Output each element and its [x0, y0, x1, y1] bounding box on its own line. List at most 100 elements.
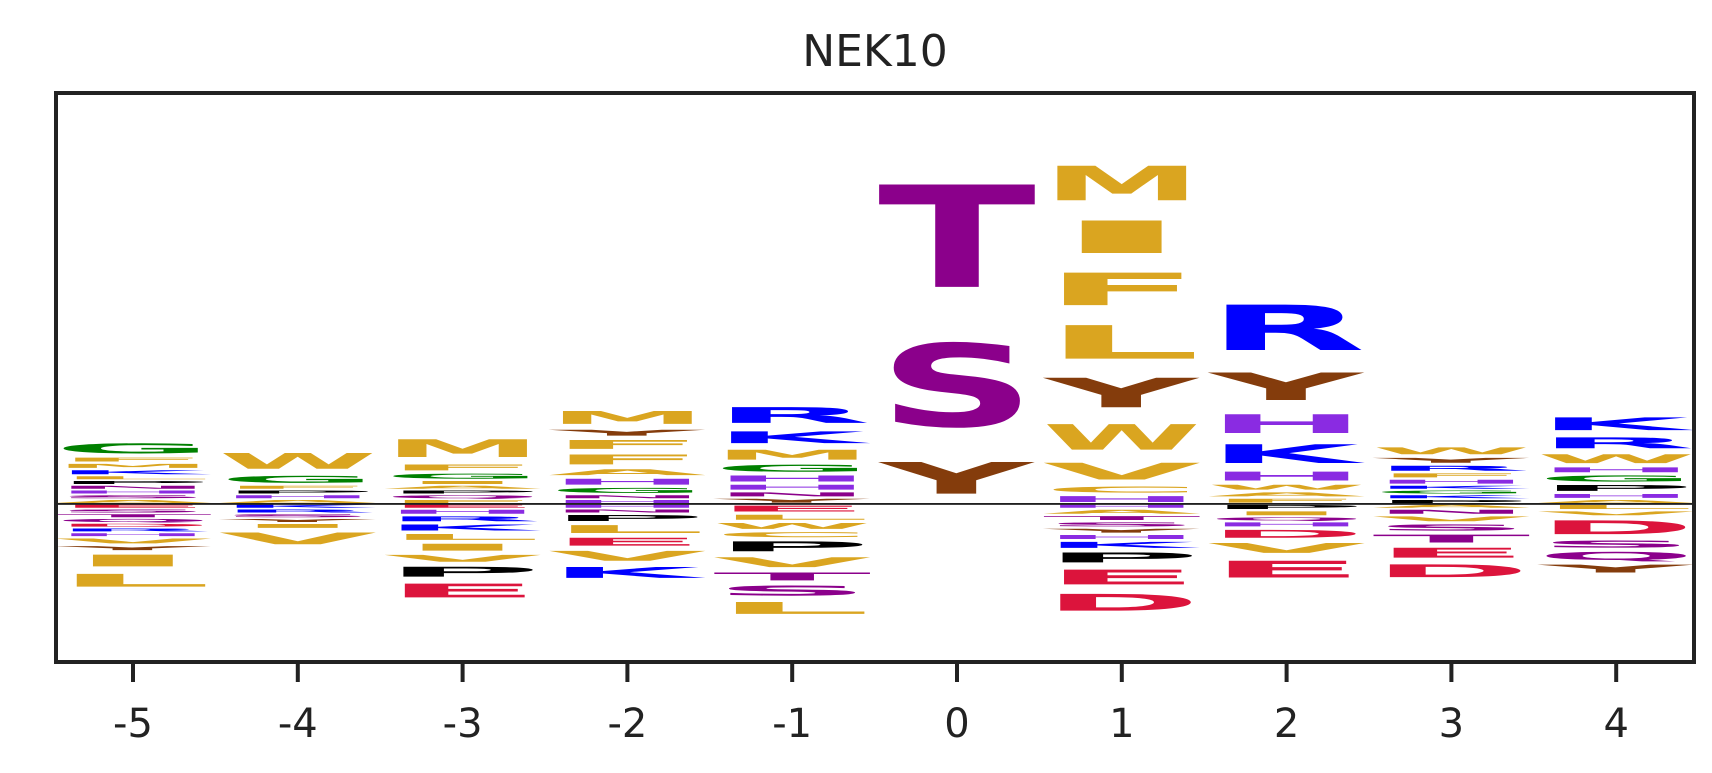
logo-letter-h-pos-5-up2: H: [54, 490, 212, 495]
logo-letter-t-pos1-down2: T: [1043, 515, 1201, 521]
x-tick-label: 4: [1603, 701, 1628, 747]
logo-letter-k-pos-5-up6: K: [54, 469, 212, 475]
x-tick-label: 2: [1274, 701, 1299, 747]
logo-letter-m-pos-3-up7: M: [384, 435, 542, 463]
logo-letter-a-pos4-up0: A: [1537, 499, 1695, 504]
logo-letter-e-pos-3-down0: E: [384, 504, 542, 509]
logo-letter-p-pos-4-up2: P: [219, 490, 377, 495]
logo-letter-v-pos3-down2: V: [1372, 515, 1530, 523]
logo-letter-p-pos-3-down7: P: [384, 564, 542, 580]
logo-letter-k-pos-3-down3: K: [384, 523, 542, 532]
logo-letter-p-pos-1-down4: P: [713, 539, 871, 555]
logo-letter-p-pos1-down7: P: [1043, 550, 1201, 566]
logo-letter-s-pos3-down3: S: [1372, 523, 1530, 532]
logo-letter-a-pos-5-up0: A: [54, 499, 212, 504]
logo-letter-h-pos2-up3: H: [1208, 469, 1366, 483]
logo-letter-p-pos-2-down2: P: [548, 513, 706, 522]
logo-letter-s-pos0-up1: S: [878, 322, 1036, 454]
logo-letter-q-pos-3-up1: Q: [384, 494, 542, 499]
logo-letter-f-pos-3-up0: F: [384, 499, 542, 504]
x-tick-label: -3: [443, 701, 483, 747]
logo-letter-h-pos-2-up0: H: [548, 499, 706, 504]
logo-letter-k-pos-2-down6: K: [548, 564, 706, 581]
logo-letter-i-pos-3-down5: I: [384, 542, 542, 553]
logo-letter-w-pos-4-up5: W: [219, 449, 377, 474]
logo-letter-v-pos4-down1: V: [1537, 510, 1695, 516]
logo-letter-a-pos-2-up4: A: [548, 468, 706, 477]
logo-letter-i-pos1-up7: I: [1043, 212, 1201, 264]
logo-letter-a-pos-3-up3: A: [384, 485, 542, 490]
logo-letter-k-pos-1-up6: K: [713, 428, 871, 447]
logo-letter-q-pos4-down4: Q: [1537, 550, 1695, 563]
logo-letter-i-pos-5-down9: I: [54, 551, 212, 570]
logo-letter-t-pos0-up2: T: [878, 157, 1036, 321]
logo-letter-v-pos-4-down5: V: [219, 529, 377, 548]
logo-letter-g-pos-2-up2: G: [548, 487, 706, 495]
logo-letter-h-pos-1-up3: H: [713, 474, 871, 483]
logo-letter-y-pos1-down4: Y: [1042, 528, 1200, 534]
logo-letter-y-pos-4-down3: Y: [218, 518, 376, 523]
logo-letter-e-pos-3-down8: E: [384, 580, 542, 602]
logo-letter-y-pos1-up4: Y: [1042, 370, 1200, 417]
logo-letter-m-pos1-up8: M: [1043, 156, 1201, 211]
logo-letter-n-pos3-down1: N: [1372, 509, 1530, 515]
logo-letter-l-pos-5-up5: L: [54, 476, 212, 481]
logo-letter-f-pos-3-up6: F: [384, 463, 542, 472]
logo-letter-r-pos-4-down1: R: [219, 509, 377, 514]
logo-letter-k-pos4-up7: K: [1537, 414, 1695, 435]
logo-letter-g-pos-5-up9: G: [54, 441, 212, 457]
logo-letter-v-pos2-down5: V: [1208, 540, 1366, 556]
logo-letter-n-pos-2-down1: N: [548, 509, 706, 514]
logo-letter-d-pos1-down9: D: [1043, 589, 1201, 616]
logo-letter-h-pos3-up4: H: [1372, 479, 1530, 485]
logo-letter-h-pos-4-up1: H: [219, 494, 377, 499]
logo-letter-k-pos3-up3: K: [1372, 485, 1530, 490]
logo-letter-n-pos-5-up3: N: [54, 485, 212, 490]
logo-letter-m-pos-2-up8: M: [548, 408, 706, 429]
logo-letter-d-pos3-down6: D: [1372, 561, 1530, 581]
logo-letter-w-pos3-up8: W: [1372, 446, 1530, 457]
logo-letter-e-pos-2-down4: E: [548, 536, 706, 549]
logo-letter-g-pos-4-up4: G: [219, 474, 377, 485]
logo-letter-e-pos-5-down0: E: [54, 504, 212, 509]
x-tick-label: -4: [278, 701, 318, 747]
logo-letter-l-pos-3-down4: L: [384, 532, 542, 541]
logo-letter-r-pos4-up6: R: [1537, 435, 1695, 452]
logo-letter-t-pos-5-down2: T: [54, 513, 212, 518]
logo-letter-r-pos-3-down2: R: [384, 515, 542, 523]
logo-letter-l-pos-1-down8: L: [713, 599, 871, 618]
logo-letter-y-pos0-up0: Y: [877, 453, 1035, 503]
logo-letter-s-pos-4-down2: S: [219, 513, 377, 518]
x-axis-ticks: -5 -4 -3 -2 -1 0 1 2 3 4: [113, 662, 1629, 747]
logo-letter-h-pos1-down5: H: [1043, 534, 1201, 540]
logo-letter-d-pos2-down4: D: [1208, 528, 1366, 541]
logo-letter-h-pos-5-down6: H: [54, 532, 212, 537]
logo-letter-p-pos3-up0: P: [1372, 499, 1530, 504]
logo-letter-i-pos-4-down4: I: [219, 523, 377, 529]
logo-letter-a-pos-4-up0: A: [219, 499, 377, 504]
logo-letter-a-pos1-down1: A: [1043, 509, 1201, 515]
x-tick-label: 0: [944, 701, 969, 747]
logo-letter-f-pos1-up6: F: [1043, 264, 1201, 316]
logo-letter-r-pos2-up7: R: [1208, 292, 1366, 365]
logo-letter-s-pos-5-down1: S: [54, 509, 212, 514]
logo-letter-h-pos-3-down1: H: [384, 509, 542, 515]
logo-letter-w-pos1-up3: W: [1043, 417, 1201, 458]
logo-letter-r-pos-5-down5: R: [54, 528, 212, 533]
logo-letter-v-pos-2-down5: V: [548, 548, 706, 564]
logo-letter-t-pos-1-down6: T: [713, 570, 871, 583]
logo-letter-f-pos-4-up3: F: [219, 485, 377, 490]
x-tick-label: -5: [113, 701, 153, 747]
logo-letter-h-pos1-down0: H: [1043, 504, 1201, 509]
logo-letter-l-pos1-up5: L: [1043, 316, 1201, 369]
logo-letter-n-pos-1-up1: N: [713, 491, 871, 497]
logo-letter-h-pos-2-down0: H: [548, 504, 706, 509]
logo-letter-e-pos3-down5: E: [1372, 545, 1530, 561]
logo-letter-r-pos-1-up7: R: [713, 403, 871, 428]
logo-letter-h-pos2-down3: H: [1208, 521, 1366, 527]
logo-letter-p-pos-3-up2: P: [384, 490, 542, 495]
logo-letter-y-pos-1-up0: Y: [712, 498, 870, 504]
logo-letter-s-pos-1-down7: S: [713, 583, 871, 599]
logo-letter-y-pos-5-down8: Y: [53, 545, 211, 551]
